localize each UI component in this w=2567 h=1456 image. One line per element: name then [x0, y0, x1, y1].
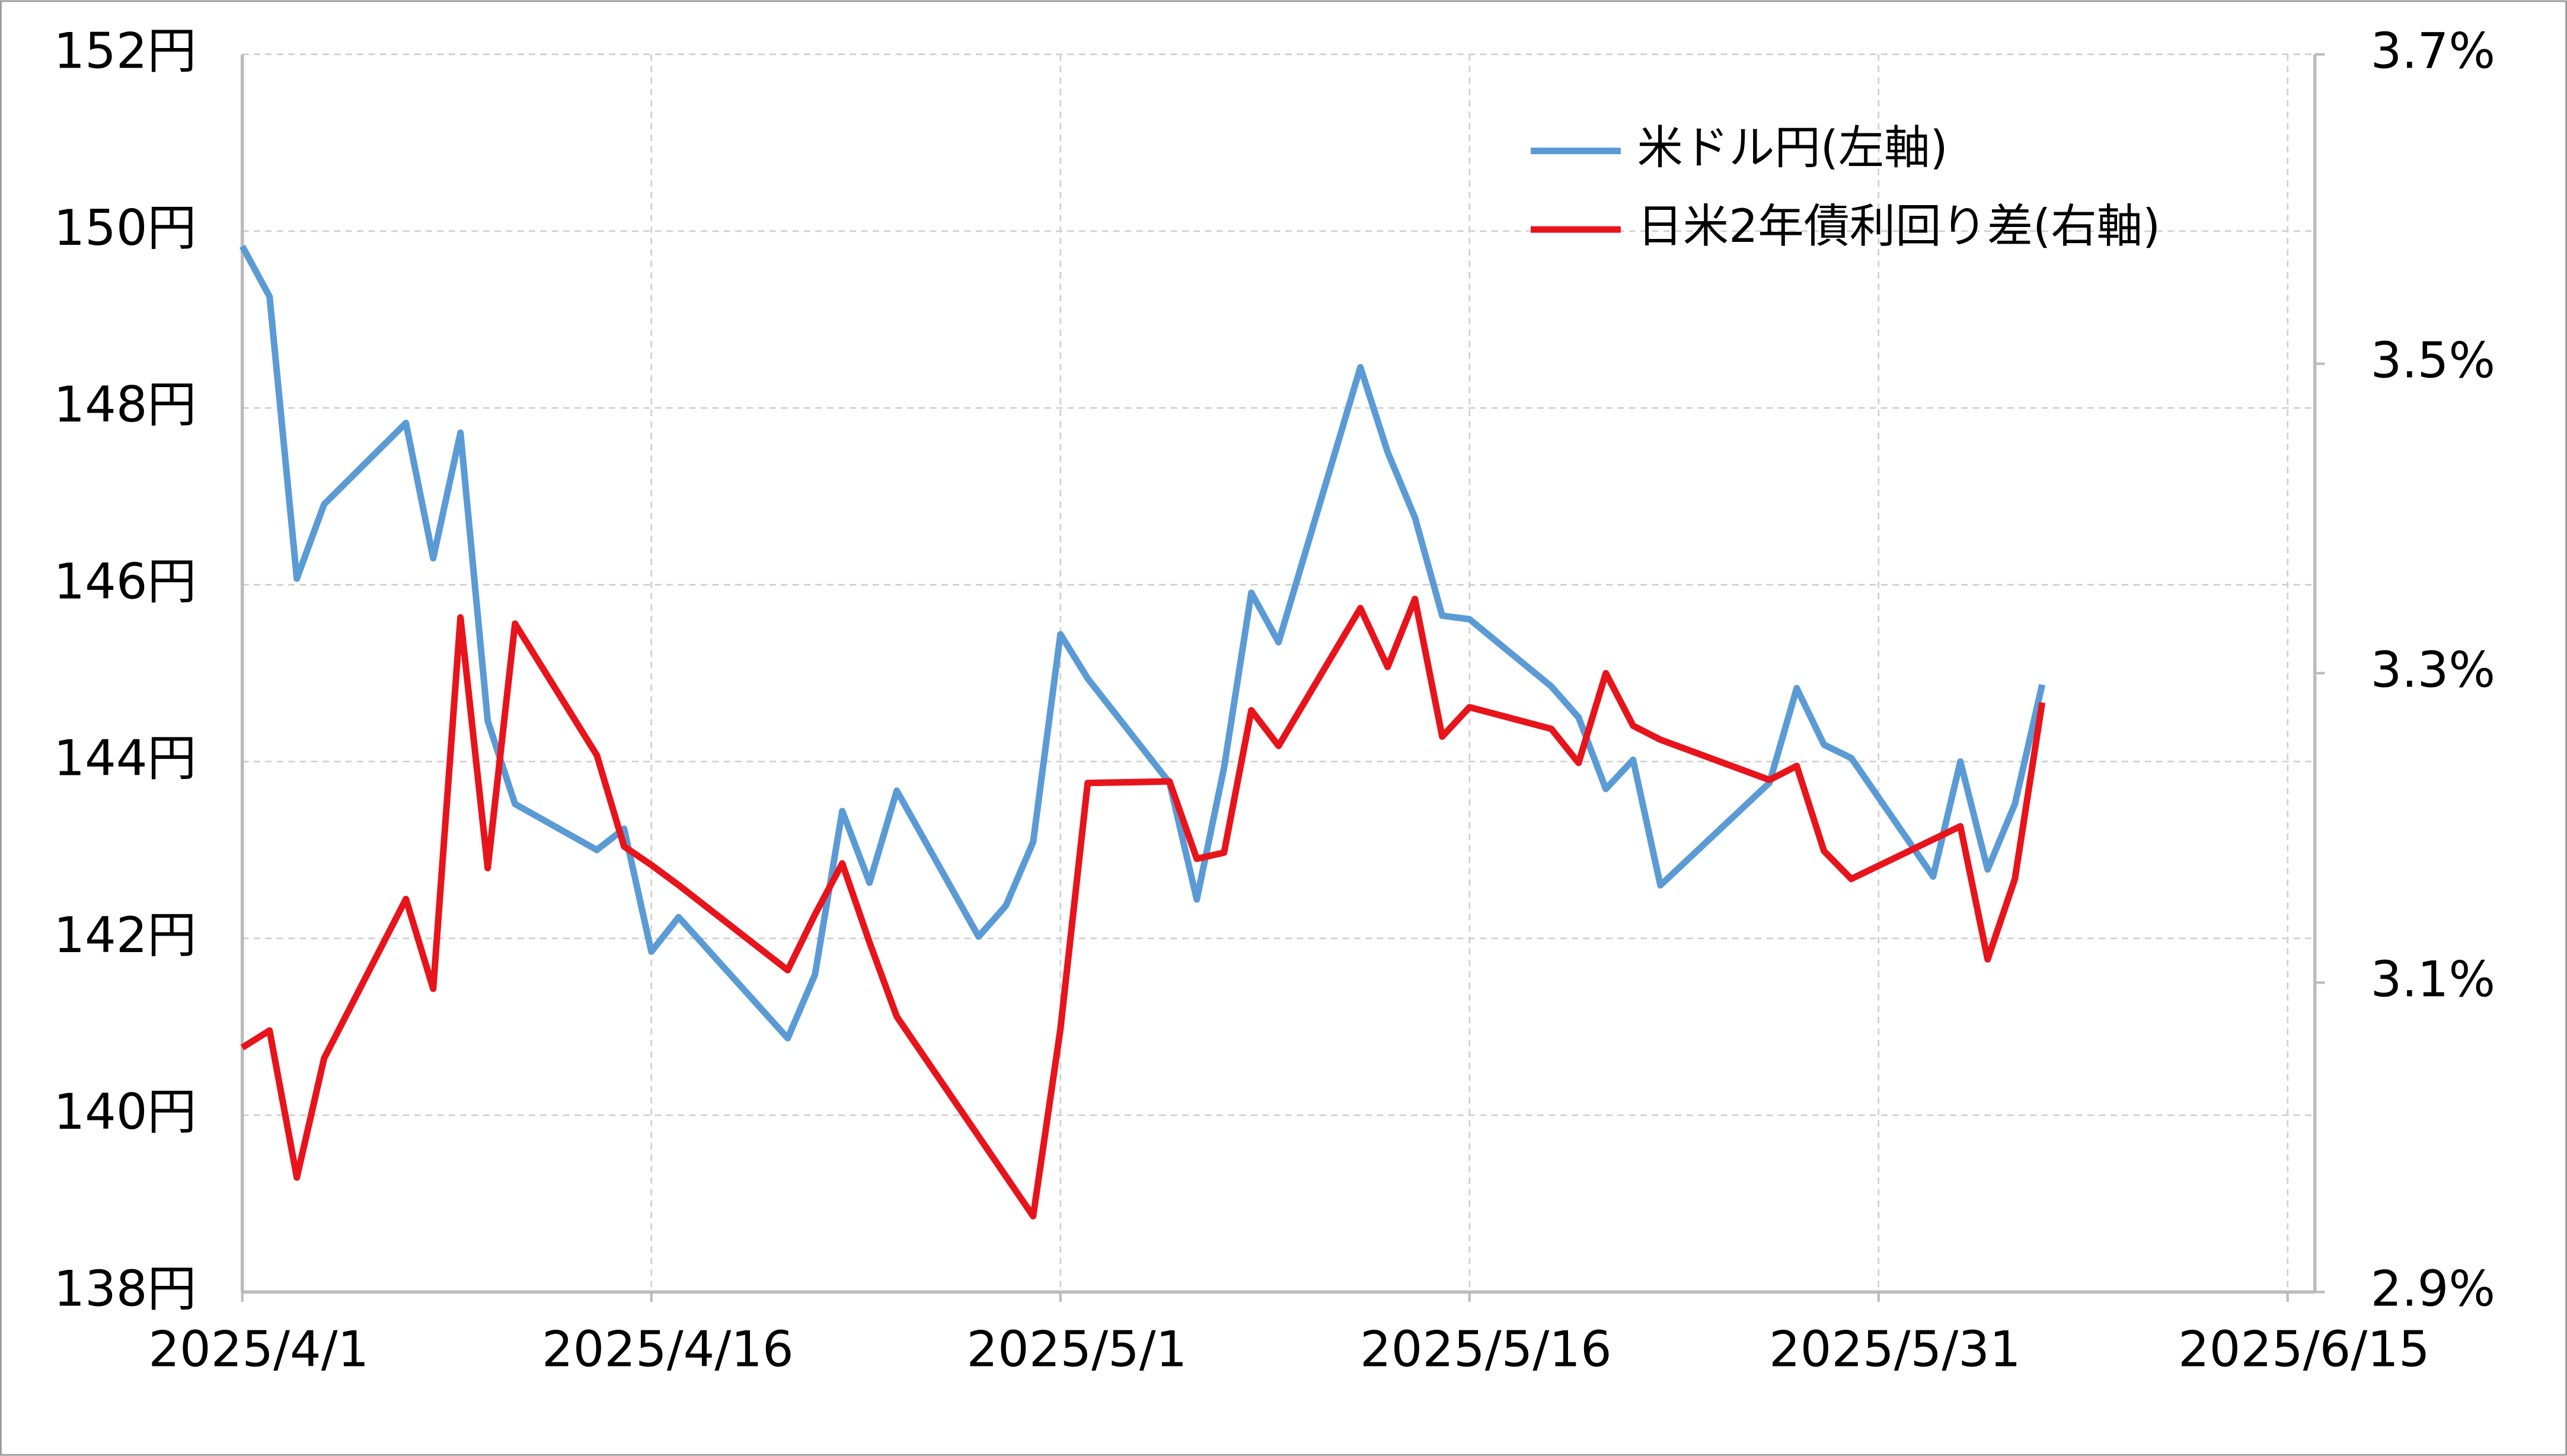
x-tick-label: 2025/5/1	[966, 1320, 1187, 1378]
y2-tick-label: 3.1%	[2371, 950, 2495, 1008]
x-tick-label: 2025/6/15	[2178, 1320, 2430, 1378]
legend-label: 米ドル円(左軸)	[1637, 122, 1947, 175]
y-tick-label: 148円	[53, 376, 196, 433]
y2-tick-label: 3.3%	[2371, 641, 2495, 698]
y2-tick-label: 2.9%	[2371, 1260, 2495, 1317]
y-tick-label: 144円	[53, 730, 196, 787]
x-tick-label: 2025/4/1	[148, 1320, 369, 1378]
legend-label: 日米2年債利回り差(右軸)	[1637, 200, 2160, 253]
y-tick-label: 146円	[53, 553, 196, 610]
y2-tick-label: 3.5%	[2371, 332, 2495, 389]
y-tick-label: 138円	[53, 1260, 196, 1317]
y-tick-label: 140円	[53, 1083, 196, 1141]
y2-tick-label: 3.7%	[2371, 23, 2495, 80]
x-tick-label: 2025/5/31	[1769, 1320, 2021, 1378]
y-tick-label: 152円	[53, 23, 196, 80]
y-tick-label: 142円	[53, 906, 196, 964]
x-tick-label: 2025/4/16	[542, 1320, 794, 1378]
x-tick-label: 2025/5/16	[1360, 1320, 1612, 1378]
y-tick-label: 150円	[53, 199, 196, 257]
series-line	[240, 595, 2046, 1219]
